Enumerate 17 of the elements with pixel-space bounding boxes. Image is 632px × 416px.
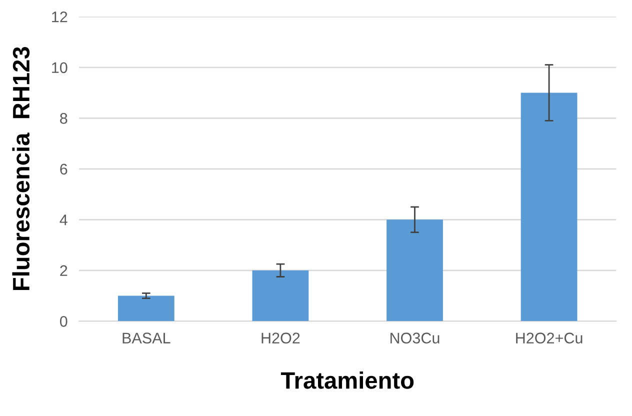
bar <box>520 92 578 322</box>
y-tick-label: 8 <box>60 113 68 124</box>
y-tick-label: 4 <box>60 214 68 226</box>
bar <box>252 270 309 322</box>
x-tick-label: BASAL <box>122 332 170 344</box>
bar <box>118 296 174 322</box>
y-axis-title: Fluorescencia RH123 <box>12 47 30 290</box>
y-tick-label: 0 <box>60 316 68 327</box>
x-tick-label: NO3Cu <box>390 332 440 344</box>
y-tick-label: 6 <box>60 164 68 175</box>
bar <box>386 220 443 322</box>
y-tick-label: 10 <box>52 62 68 74</box>
x-axis-title: Tratamiento <box>280 372 414 389</box>
x-tick-label: H2O2 <box>262 332 300 344</box>
y-tick-label: 2 <box>60 265 68 276</box>
x-tick-label: H2O2+Cu <box>516 332 582 344</box>
y-tick-label: 12 <box>52 12 68 22</box>
